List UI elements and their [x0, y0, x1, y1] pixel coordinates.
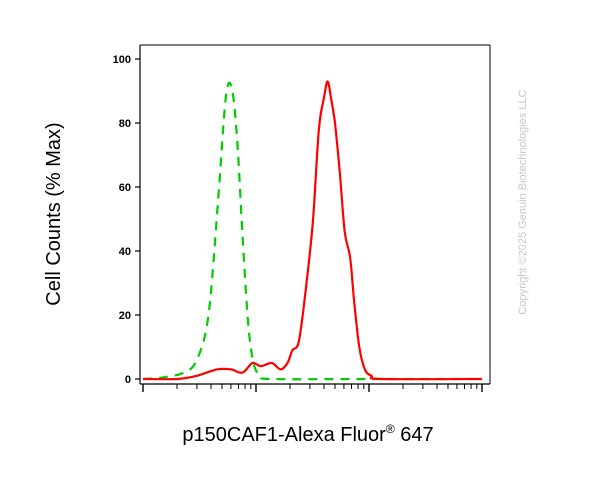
y-tick-label: 40: [119, 246, 131, 258]
x-axis-title-main: p150CAF1-Alexa Fluor: [182, 424, 386, 446]
plot-frame: [139, 44, 491, 385]
sample-curve: [142, 80, 483, 381]
x-axis-title-suffix: 647: [395, 424, 434, 446]
x-ticks: [142, 384, 483, 392]
y-tick-label: 60: [119, 182, 131, 194]
y-tick-label: 0: [125, 374, 131, 386]
y-tick-label: 80: [119, 118, 131, 130]
copyright-watermark: Copyright ©2025 Genuin Biotechnologies L…: [517, 89, 529, 314]
x-axis-title: p150CAF1-Alexa Fluor® 647: [182, 422, 433, 446]
y-axis-title: Cell Counts (% Max): [43, 122, 65, 305]
x-axis-title-registered-mark: ®: [386, 422, 395, 436]
y-tick-label: 20: [119, 310, 131, 322]
y-tick-label: 100: [113, 54, 131, 66]
isotype-control-curve: [142, 81, 482, 381]
y-ticks: 0 20 40 60 80 100: [113, 54, 140, 386]
series-layer: [142, 80, 483, 381]
